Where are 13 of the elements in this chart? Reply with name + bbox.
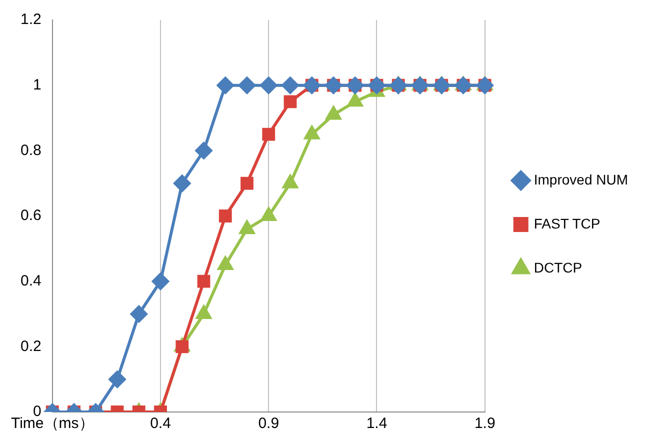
x-tick-label: 0.4 bbox=[150, 415, 171, 432]
x-tick-label: 1.4 bbox=[366, 415, 388, 432]
x-tick-label: 0.9 bbox=[258, 415, 280, 432]
legend-label: DCTCP bbox=[534, 259, 582, 276]
y-tick-label: 0.6 bbox=[20, 207, 42, 224]
legend-label: FAST TCP bbox=[534, 215, 600, 232]
y-tick-label: 1.2 bbox=[20, 11, 42, 28]
y-tick-label: 0.4 bbox=[20, 272, 42, 290]
y-tick-label: 1 bbox=[33, 76, 42, 94]
y-tick-label: 0.8 bbox=[20, 142, 42, 159]
x-tick-label: 1.9 bbox=[474, 415, 496, 432]
y-tick-label: 0.2 bbox=[20, 338, 42, 355]
legend-label: Improved NUM bbox=[534, 171, 628, 188]
